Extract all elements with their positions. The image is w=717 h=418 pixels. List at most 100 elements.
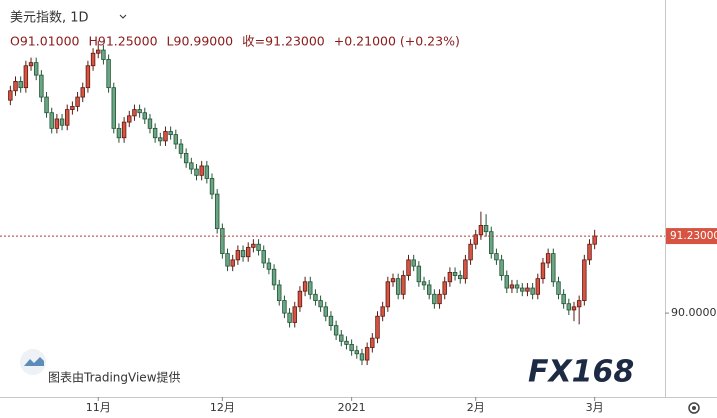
candle-body [225, 253, 230, 267]
chevron[interactable] [119, 14, 127, 19]
candle-body [23, 65, 29, 89]
candle-body [18, 81, 23, 89]
candle-body [8, 90, 13, 101]
tradingview-logo [20, 349, 46, 375]
candle-body [80, 87, 85, 98]
candle-body [246, 246, 251, 258]
settings-icon[interactable] [688, 402, 700, 414]
candle-body [535, 278, 541, 295]
candle-body [137, 109, 142, 114]
candle-body [489, 231, 494, 255]
candle-body [339, 334, 344, 342]
candle-body [75, 96, 80, 107]
candle-body [214, 193, 220, 229]
x-tick-label: 2021 [338, 401, 366, 414]
candle-body [437, 293, 442, 305]
x-tick-label: 11月 [86, 401, 111, 414]
candle-body [468, 243, 473, 261]
candle-body [266, 262, 272, 270]
x-tick-label: 12月 [210, 401, 235, 414]
logo: FX168 [528, 355, 634, 390]
candle-body [277, 284, 282, 301]
candle-body [230, 259, 235, 267]
candle-body [561, 293, 566, 305]
candle-body [297, 290, 303, 308]
candle-body [587, 243, 592, 261]
candle-body [566, 303, 572, 311]
candle-body [256, 243, 261, 251]
ohlc-value: L90.99000 [167, 34, 234, 49]
candle-body [390, 278, 396, 283]
candle-body [116, 127, 122, 139]
candle-body [504, 275, 509, 289]
candle-body [235, 250, 241, 261]
candle-body [370, 337, 375, 348]
candle-body [209, 178, 215, 195]
candle-body [28, 62, 34, 67]
candle-body [551, 253, 556, 283]
candle-body [432, 293, 437, 305]
candle-body [302, 281, 308, 292]
candle-body [359, 353, 365, 361]
candle-body [509, 284, 515, 289]
candle-body [452, 271, 458, 276]
candle-body [540, 262, 546, 280]
candle-body [458, 275, 463, 280]
candle-body [194, 168, 199, 176]
candle-body [178, 143, 184, 154]
candle-body [380, 306, 385, 317]
ohlc-value: O91.01000 [10, 34, 80, 49]
candle-body [168, 131, 173, 136]
candle-body [333, 325, 339, 336]
candle-body [158, 137, 163, 142]
candle-body [582, 259, 587, 301]
ohlc-value: 收=91.23000 [242, 34, 325, 49]
candle-body [313, 293, 318, 301]
candle-body [447, 271, 453, 283]
candle-body [401, 275, 406, 295]
ohlc-value: +0.21000 (+0.23%) [334, 34, 460, 49]
candle-body [121, 121, 127, 139]
candle-body [152, 127, 158, 139]
candle-body [251, 243, 256, 248]
candle-body [49, 112, 54, 129]
y-tick-label: 90.00000 [671, 306, 717, 319]
candle-body [499, 259, 504, 276]
x-tick-label: 3月 [586, 401, 604, 414]
candle-body [44, 96, 49, 114]
candle-body [33, 62, 39, 76]
candle-body [525, 287, 530, 292]
candle-body [183, 153, 189, 164]
candle-body [494, 253, 499, 261]
candle-body [96, 49, 101, 54]
candle-body [318, 300, 323, 308]
candle-body [142, 112, 147, 120]
candle-body [292, 306, 297, 323]
candle-body [483, 225, 489, 233]
candle-body [220, 228, 225, 255]
candle-body [13, 81, 18, 92]
candle-body [261, 250, 266, 264]
candle-body [520, 287, 525, 292]
last-price-box [666, 228, 717, 245]
candle-body [411, 259, 416, 267]
candle-body [132, 109, 137, 117]
candle-body [375, 315, 380, 339]
candle-body [354, 350, 360, 355]
candle-body [349, 344, 354, 352]
candle-body [473, 234, 478, 245]
candle-body [59, 118, 65, 126]
candle-body [478, 225, 484, 236]
candle-body [308, 281, 313, 295]
ohlc-value: H91.25000 [88, 34, 157, 49]
candle-body [106, 59, 111, 89]
candle-body [199, 165, 204, 176]
candle-body [127, 115, 132, 123]
chart-title[interactable]: 美元指数, 1D [10, 11, 89, 26]
candle-body [271, 268, 277, 286]
candle-body [204, 165, 210, 179]
candle-body [90, 52, 96, 67]
candle-body [571, 306, 577, 311]
